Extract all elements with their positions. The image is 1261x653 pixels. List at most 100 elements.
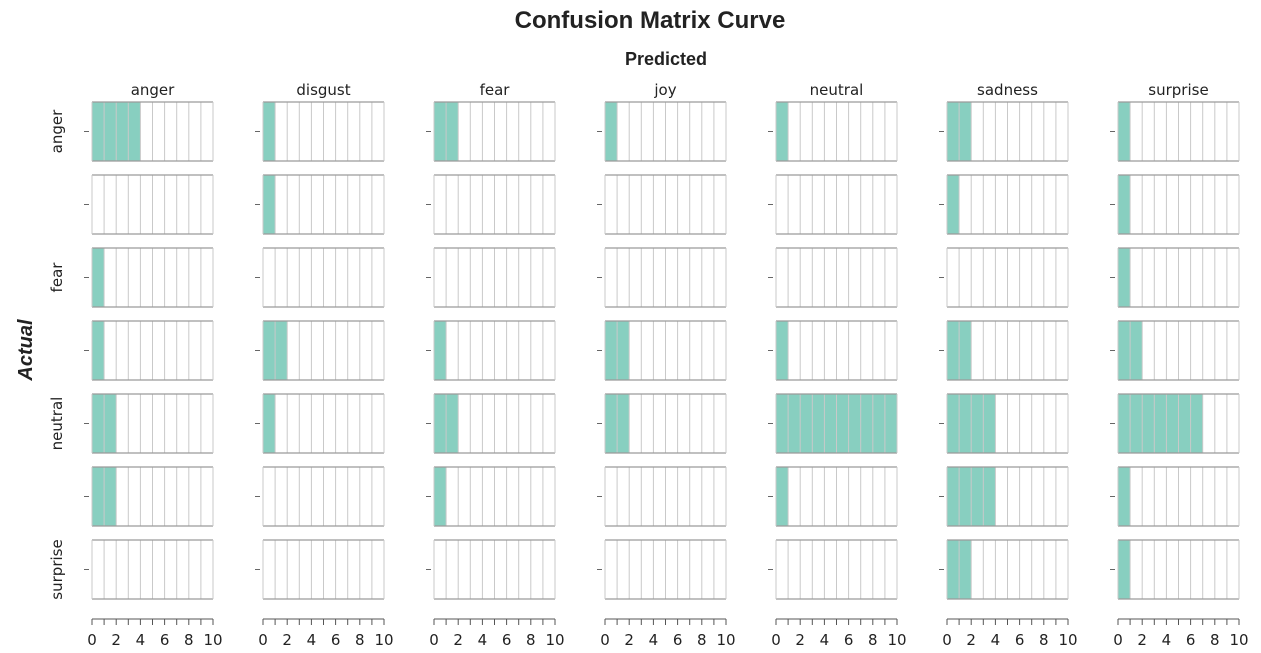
- panel-r1-c0: [84, 174, 214, 235]
- panel-r6-c4: [768, 539, 898, 600]
- x-tick-label: 4: [820, 631, 830, 649]
- panel-r1-c2: [426, 174, 556, 235]
- panel-r5-c1: [255, 466, 385, 527]
- x-tick-label: 6: [673, 631, 683, 649]
- x-tick-label: 8: [1039, 631, 1049, 649]
- panel-r6-c6: [1110, 539, 1240, 600]
- x-tick-label: 4: [1162, 631, 1172, 649]
- x-tick-label: 8: [355, 631, 365, 649]
- panel-r2-c5: [939, 247, 1069, 308]
- x-tick-label: 6: [160, 631, 170, 649]
- x-tick-label: 2: [624, 631, 634, 649]
- x-tick-label: 4: [649, 631, 659, 649]
- panel-r3-c6: [1110, 320, 1240, 381]
- panel-r4-c5: [939, 393, 1069, 454]
- x-tick-label: 2: [453, 631, 463, 649]
- bar-anger-surprise: [1118, 102, 1131, 161]
- panel-r2-c2: [426, 247, 556, 308]
- x-tick-label: 6: [1186, 631, 1196, 649]
- x-axis-anger: 0 2 4 6 8 10: [87, 618, 223, 649]
- bar-row5-neutral: [776, 467, 789, 526]
- panel-r4-c3: [597, 393, 727, 454]
- panel-r2-c0: [84, 247, 214, 308]
- x-tick-label: 4: [136, 631, 146, 649]
- x-axis-fear: 0 2 4 6 8 10: [429, 618, 565, 649]
- x-tick-label: 2: [795, 631, 805, 649]
- column-header-anger: anger: [131, 81, 175, 99]
- column-header-joy: joy: [653, 81, 676, 99]
- x-tick-label: 8: [184, 631, 194, 649]
- panel-r5-c2: [426, 466, 556, 527]
- panel-r1-c3: [597, 174, 727, 235]
- x-tick-label: 6: [502, 631, 512, 649]
- x-tick-label: 8: [868, 631, 878, 649]
- x-tick-label: 6: [331, 631, 341, 649]
- bar-row3-fear: [434, 321, 447, 380]
- panel-r5-c3: [597, 466, 727, 527]
- panel-r2-c3: [597, 247, 727, 308]
- x-tick-label: 10: [1229, 631, 1248, 649]
- x-tick-label: 10: [374, 631, 393, 649]
- x-tick-label: 0: [600, 631, 610, 649]
- x-axis-sadness: 0 2 4 6 8 10: [942, 618, 1078, 649]
- bar-surprise-surprise: [1118, 540, 1131, 599]
- x-tick-label: 10: [545, 631, 564, 649]
- bar-row3-anger: [92, 321, 105, 380]
- panel-r3-c0: [84, 320, 214, 381]
- bar-row1-sadness: [947, 175, 960, 234]
- x-tick-label: 0: [258, 631, 268, 649]
- x-tick-label: 8: [697, 631, 707, 649]
- panel-r0-c5: [939, 101, 1069, 162]
- column-header-neutral: neutral: [810, 81, 864, 99]
- x-axis-neutral: 0 2 4 6 8 10: [771, 618, 907, 649]
- panel-r0-c2: [426, 101, 556, 162]
- panel-r1-c5: [939, 174, 1069, 235]
- row-label-surprise: surprise: [48, 539, 66, 599]
- panel-r2-c4: [768, 247, 898, 308]
- panel-r1-c1: [255, 174, 385, 235]
- x-tick-label: 0: [1113, 631, 1123, 649]
- panel-r5-c6: [1110, 466, 1240, 527]
- x-tick-label: 0: [429, 631, 439, 649]
- row-label-anger: anger: [48, 109, 66, 153]
- x-tick-label: 2: [111, 631, 121, 649]
- x-tick-label: 10: [1058, 631, 1077, 649]
- panel-r0-c0: [84, 101, 214, 162]
- panel-r0-c4: [768, 101, 898, 162]
- chart-title: Confusion Matrix Curve: [515, 7, 786, 34]
- bar-anger-joy: [605, 102, 618, 161]
- x-tick-label: 4: [991, 631, 1001, 649]
- panel-grid: anger disgust fear joy neutral sadness surpris…: [48, 81, 1249, 649]
- x-tick-label: 10: [887, 631, 906, 649]
- panel-r6-c1: [255, 539, 385, 600]
- panel-r4-c0: [84, 393, 214, 454]
- x-axis-surprise: 0 2 4 6 8 10: [1113, 618, 1249, 649]
- x-tick-label: 6: [844, 631, 854, 649]
- y-axis-label: Actual: [15, 319, 37, 382]
- panel-r4-c6: [1110, 393, 1240, 454]
- x-tick-label: 0: [942, 631, 952, 649]
- panel-r3-c3: [597, 320, 727, 381]
- panel-r6-c2: [426, 539, 556, 600]
- panel-r4-c1: [255, 393, 385, 454]
- bar-neutral-disgust: [263, 394, 276, 453]
- panel-r3-c4: [768, 320, 898, 381]
- x-tick-label: 8: [1210, 631, 1220, 649]
- x-tick-label: 6: [1015, 631, 1025, 649]
- bar-anger-disgust: [263, 102, 276, 161]
- bar-row1-surprise: [1118, 175, 1131, 234]
- panel-r5-c5: [939, 466, 1069, 527]
- x-tick-label: 10: [716, 631, 735, 649]
- x-tick-label: 4: [478, 631, 488, 649]
- bar-row5-fear: [434, 467, 447, 526]
- panel-r6-c0: [84, 539, 214, 600]
- bar-row3-neutral: [776, 321, 789, 380]
- panel-r3-c2: [426, 320, 556, 381]
- panel-r0-c3: [597, 101, 727, 162]
- panel-r6-c5: [939, 539, 1069, 600]
- panel-r2-c1: [255, 247, 385, 308]
- panel-r5-c0: [84, 466, 214, 527]
- column-header-disgust: disgust: [296, 81, 350, 99]
- x-tick-label: 0: [87, 631, 97, 649]
